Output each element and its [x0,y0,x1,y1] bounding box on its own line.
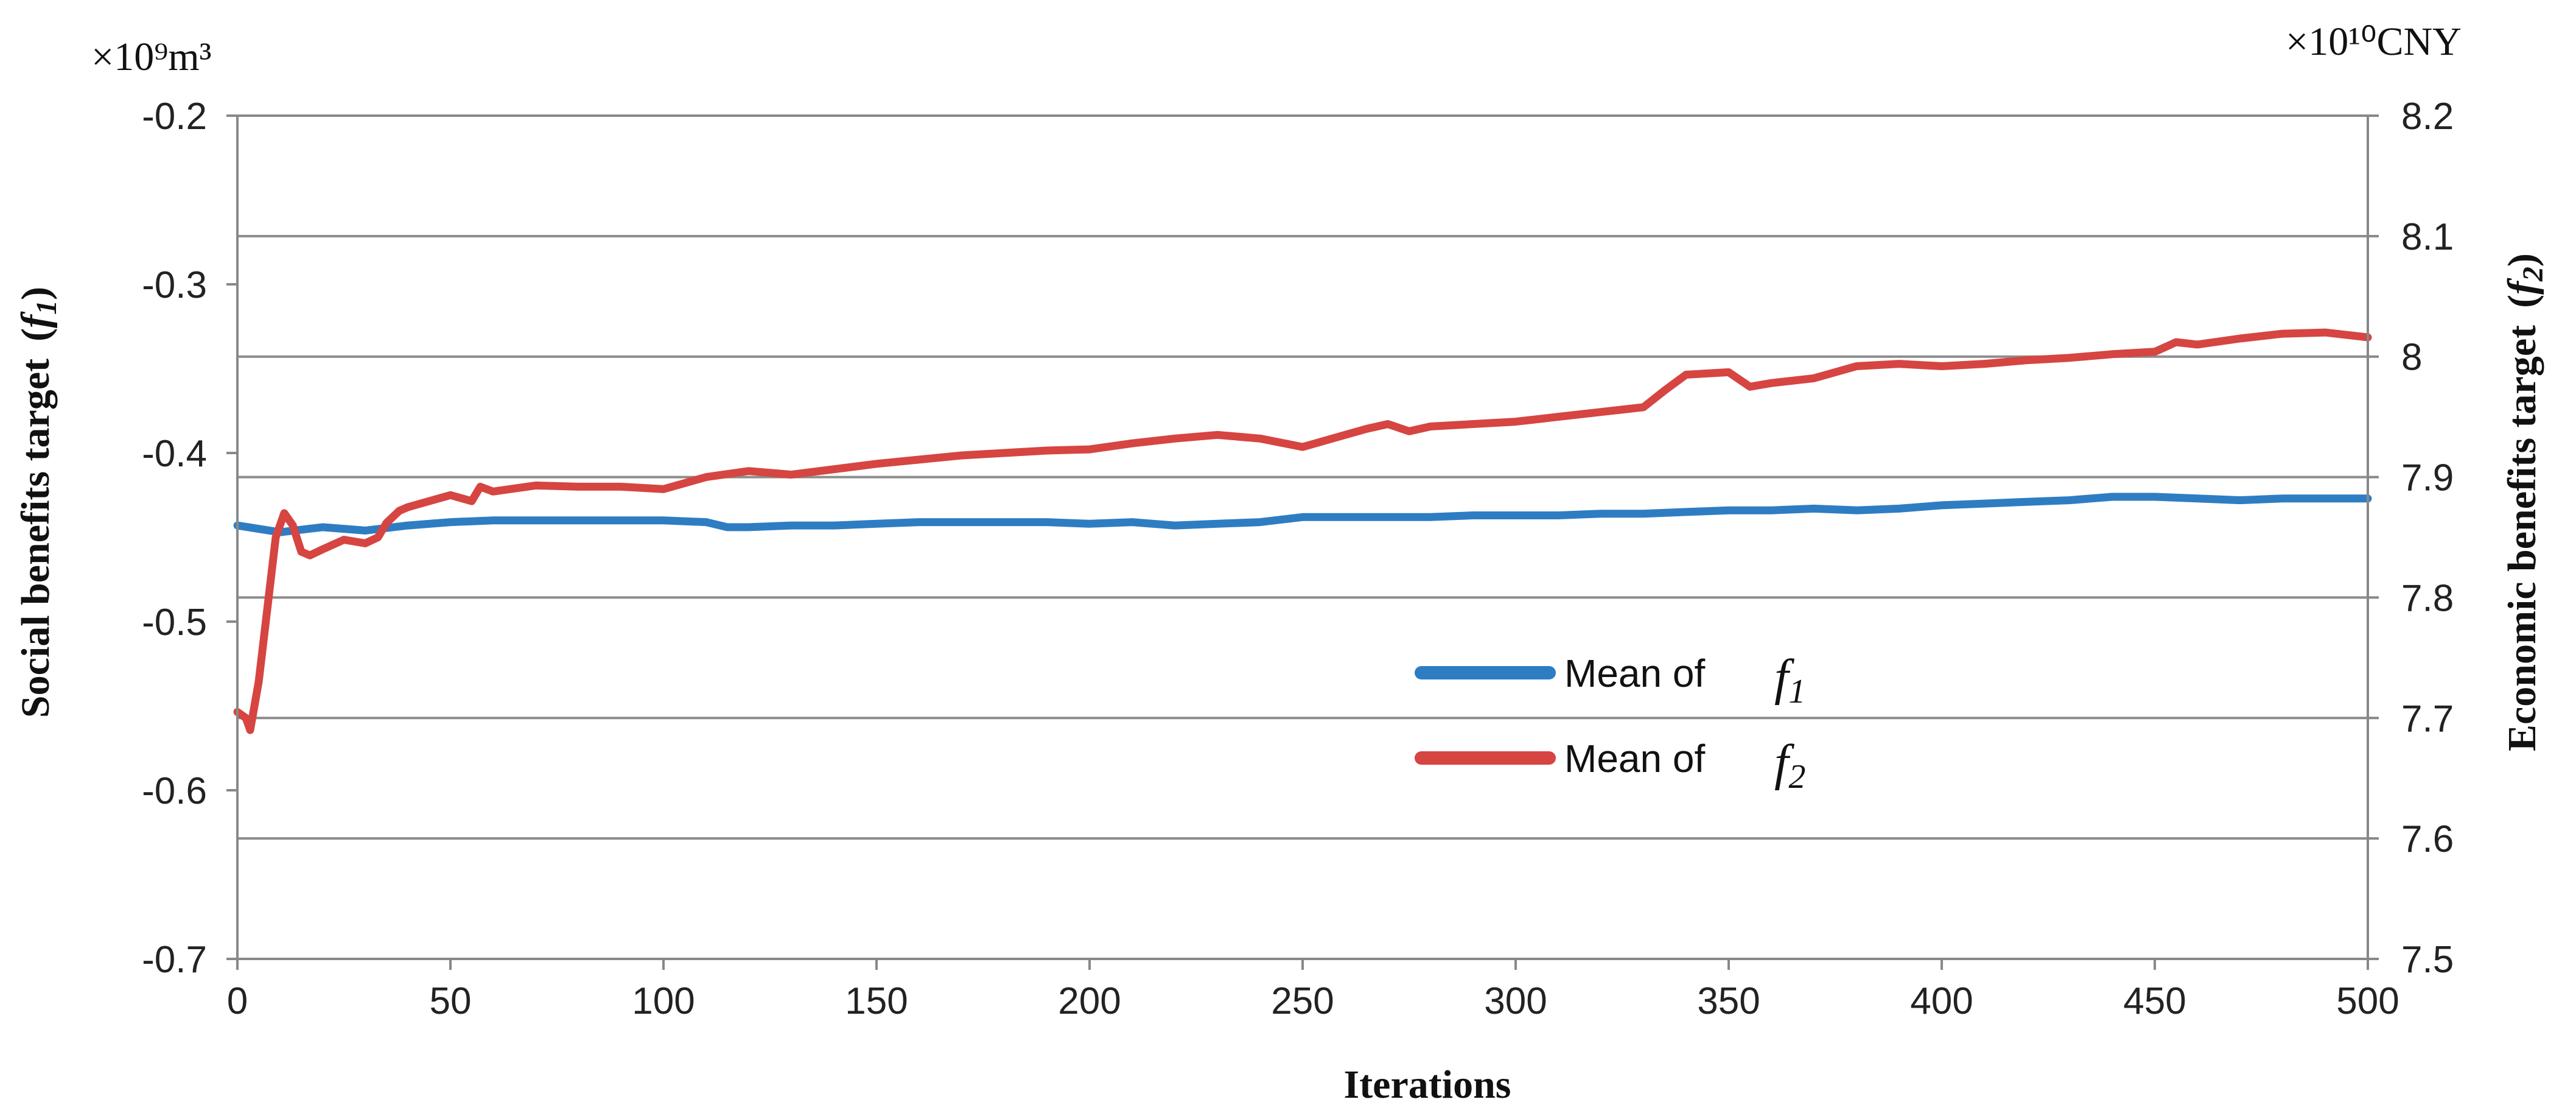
left-y-tick-label: -0.2 [142,96,207,138]
x-tick-label: 500 [2336,980,2399,1022]
x-tick-label: 300 [1484,980,1547,1022]
right-y-tick-label: 7.8 [2401,577,2454,619]
right-axis-unit: ×10¹⁰CNY [2286,19,2462,64]
legend-symbol-f2: f2 [1774,734,1805,796]
right-y-tick-label: 8.2 [2401,96,2454,138]
left-axis-title-subscript: 1 [30,300,63,315]
x-tick-label: 450 [2123,980,2186,1022]
x-tick-label: 150 [845,980,908,1022]
right-axis-title: Economic benefits target(f2) [2500,253,2549,751]
right-axis-title-paren-close: ) [2500,253,2544,267]
grid [237,234,2368,840]
right-y-tick-label: 8 [2401,337,2422,379]
series-line-f1 [233,493,2372,536]
x-tick-label: 200 [1058,980,1121,1022]
legend-symbol-f1-subscript: 1 [1788,673,1805,711]
x-tick-label: 100 [632,980,695,1022]
left-axis-title-text: Social benefits target [13,359,58,718]
left-y-tick-label: -0.7 [142,939,207,981]
right-y-tick-label: 8.1 [2401,216,2454,258]
x-tick-label: 350 [1697,980,1760,1022]
right-axis-title-paren-open: ( [2500,295,2544,308]
axes [236,114,2369,960]
legend-symbol-f1: f1 [1774,649,1805,711]
legend: Mean of f1 Mean of f2 [1415,649,1805,796]
series-line-f2 [233,328,2372,734]
legend-label-f2: Mean of [1564,737,1705,781]
left-y-tick-label: -0.5 [142,602,207,644]
left-axis-unit: ×10⁹m³ [91,35,211,79]
ticks: 8.2 8.1 8 7.9 7.8 7.7 7.6 7.5 -0.2 -0.3 -0.4 -0.5 -0… [142,96,2454,1022]
legend-label-f1: Mean of [1564,651,1705,695]
right-y-tick-label: 7.7 [2401,698,2454,740]
series-layer [233,328,2372,734]
left-axis-title: Social benefits target(f1) [13,287,63,718]
left-y-tick-label: -0.6 [142,770,207,812]
left-axis-title-paren-open: ( [13,328,58,342]
plot-frame [236,114,2369,960]
x-tick-label: 0 [227,980,248,1022]
right-y-tick-label: 7.9 [2401,457,2454,499]
x-tick-label: 250 [1271,980,1334,1022]
right-y-tick-label: 7.5 [2401,939,2454,981]
left-axis-title-paren-close: ) [13,287,58,300]
right-axis-title-subscript: 2 [2517,267,2549,282]
right-axis-title-text: Economic benefits target [2500,325,2544,751]
left-y-tick-label: -0.3 [142,264,207,306]
legend-symbol-f2-subscript: 2 [1788,758,1805,796]
x-axis-title: Iterations [1344,1062,1511,1107]
left-y-tick-label: -0.4 [142,433,207,475]
x-tick-label: 50 [430,980,472,1022]
right-y-tick-label: 7.6 [2401,818,2454,860]
x-tick-label: 400 [1910,980,1973,1022]
